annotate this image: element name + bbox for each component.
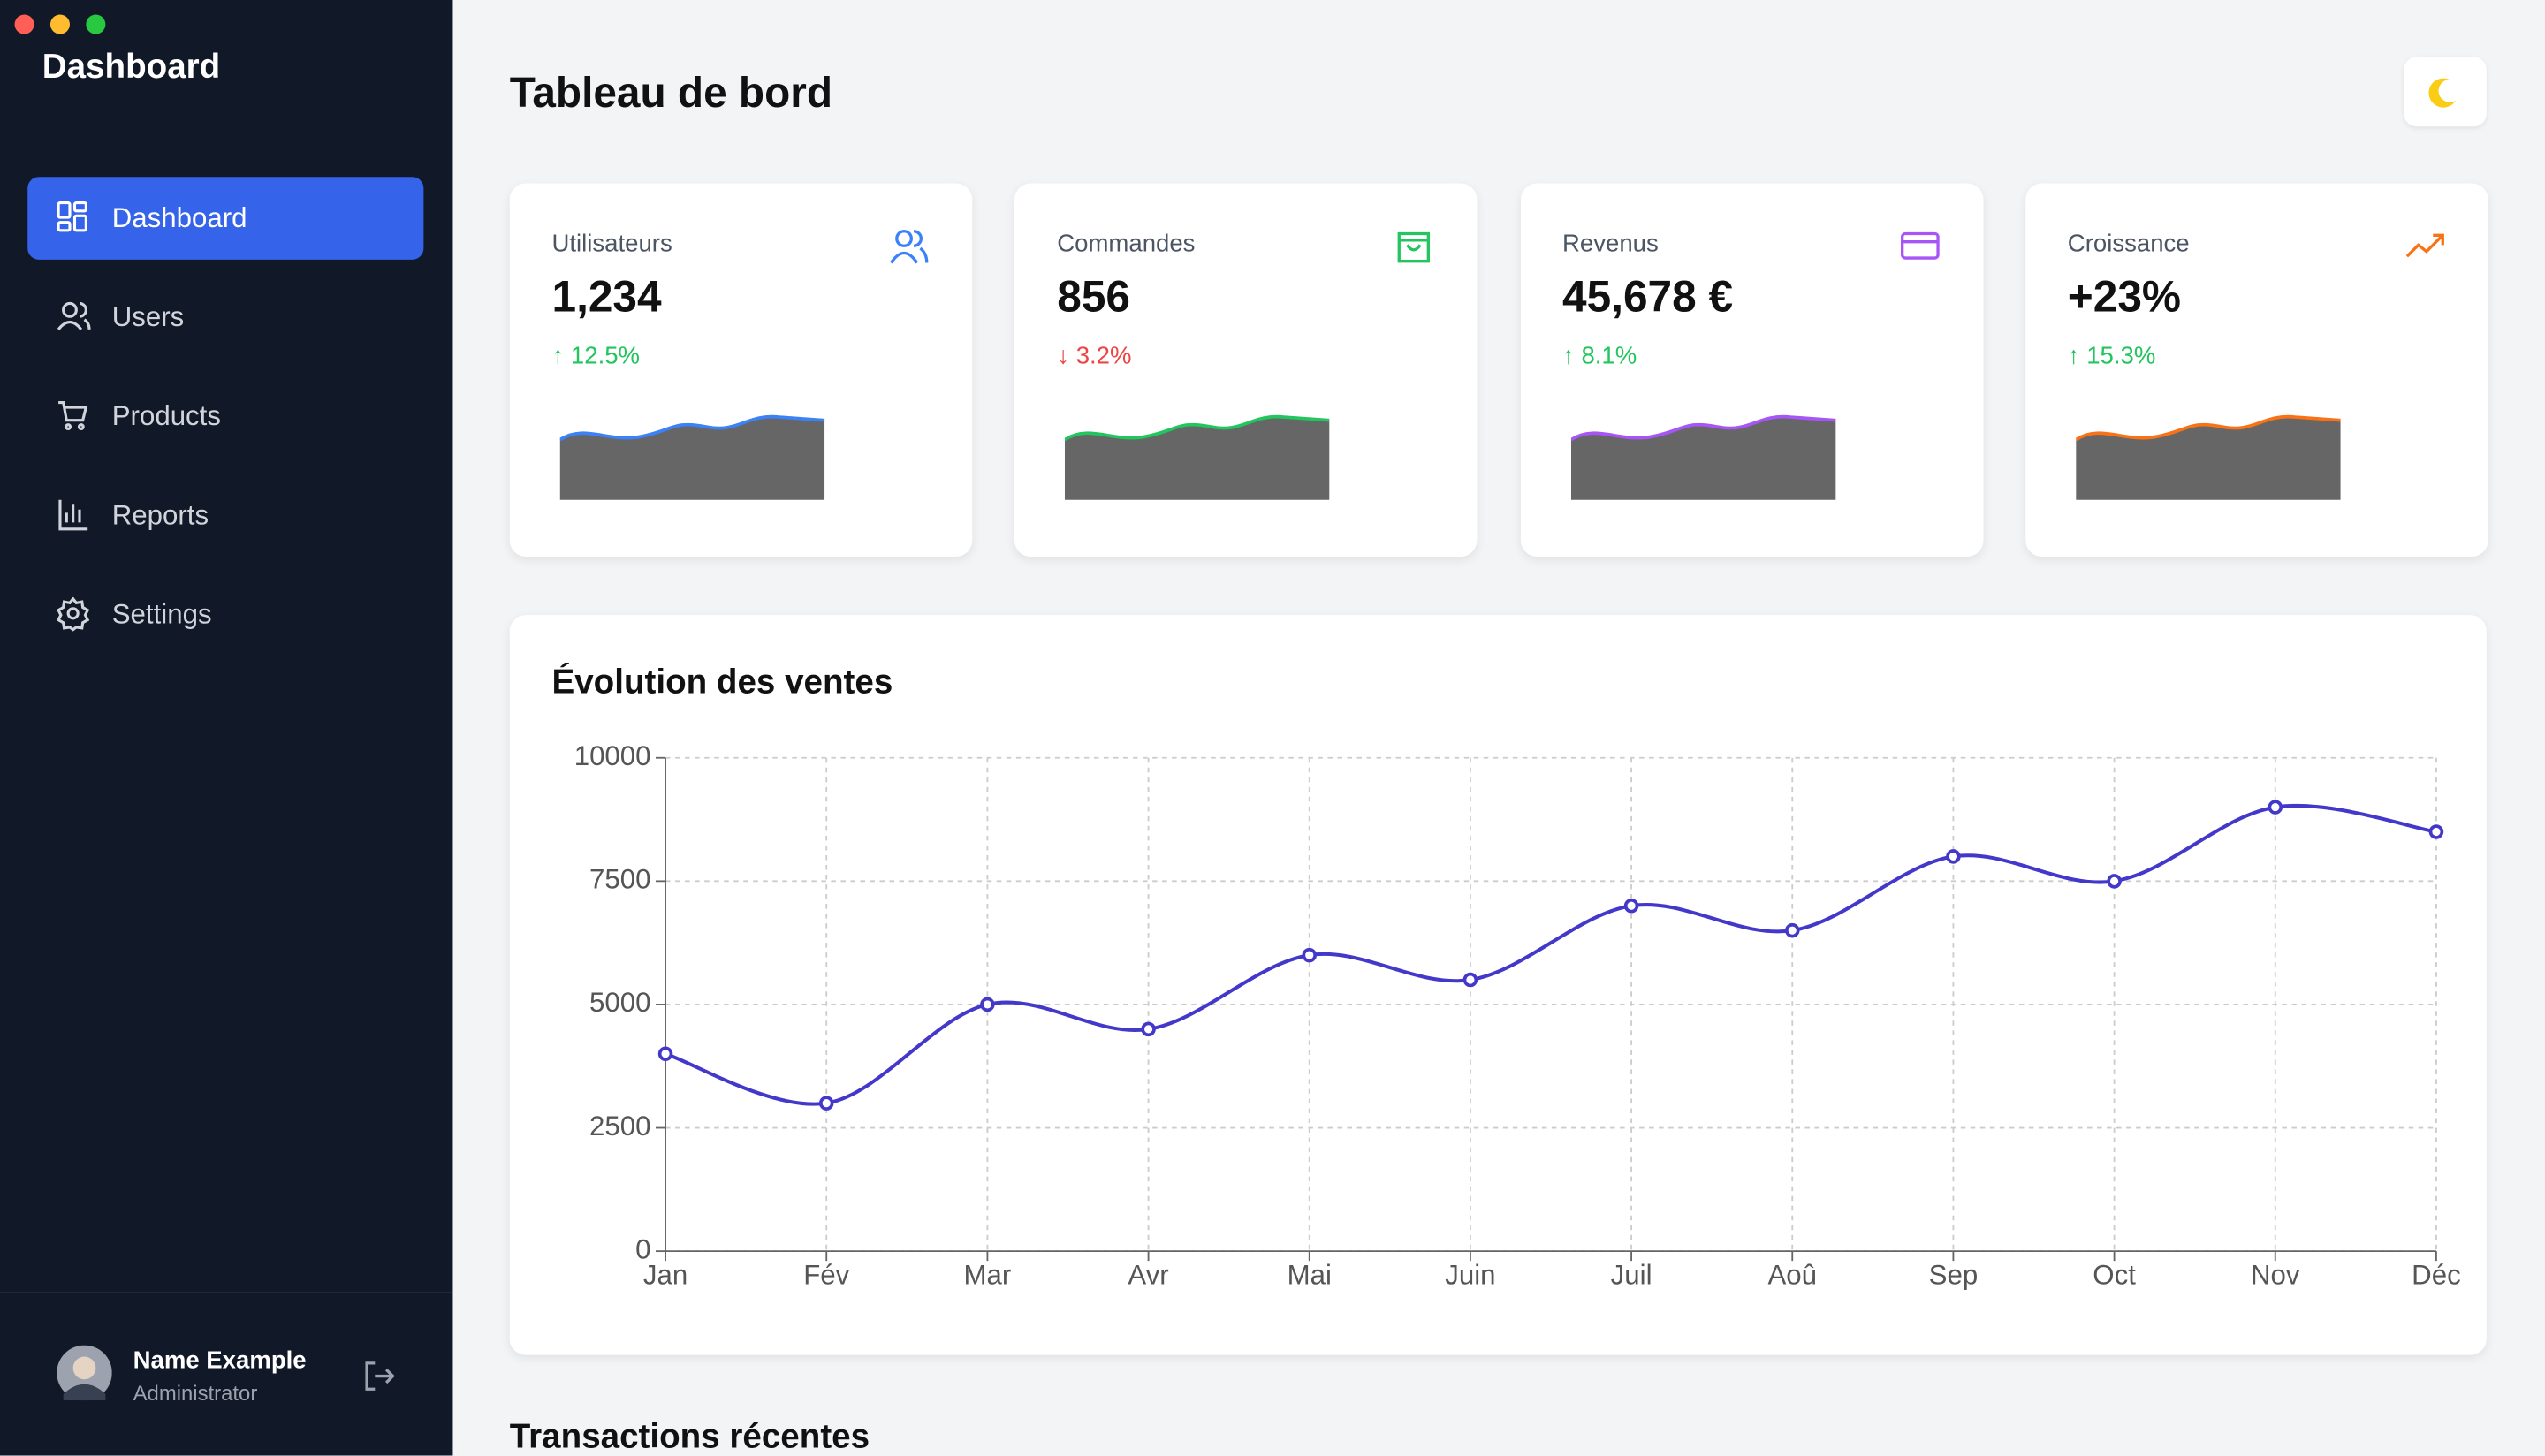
y-tick-label: 5000 xyxy=(589,987,650,1018)
nav-label: Settings xyxy=(111,598,212,630)
stat-value: 856 xyxy=(1057,272,1131,322)
point xyxy=(657,1046,673,1062)
chart-title: Évolution des ventes xyxy=(551,664,893,701)
stat-icon xyxy=(2405,233,2444,258)
x-tick-label: Avr xyxy=(1128,1260,1168,1291)
section-title: Transactions récentes xyxy=(509,1418,870,1456)
user-name: Name Example xyxy=(133,1346,307,1375)
nav-item[interactable]: Users xyxy=(27,276,423,359)
stat-card: Commandes 856 ↓ 3.2% xyxy=(1014,183,1478,557)
x-tick-label: Juil xyxy=(1611,1260,1652,1291)
x-tick-label: Fév xyxy=(803,1260,849,1291)
close-button[interactable] xyxy=(14,14,34,34)
logout-button[interactable] xyxy=(361,1358,396,1393)
user-role: Administrator xyxy=(133,1381,258,1406)
stat-value: +23% xyxy=(2067,272,2182,322)
chart-card: Évolution des ventes xyxy=(509,615,2487,1355)
nav-icon xyxy=(58,400,88,431)
zoom-button[interactable] xyxy=(86,14,106,34)
sparkline xyxy=(2075,414,2341,500)
stat-change: ↓ 3.2% xyxy=(1057,342,1132,370)
x-tick-label: Mar xyxy=(964,1260,1012,1291)
stat-change: ↑ 8.1% xyxy=(1562,342,1637,370)
moon-icon xyxy=(2428,78,2456,108)
x-tick-label: Mai xyxy=(1288,1260,1332,1291)
nav-icon xyxy=(57,596,90,632)
point xyxy=(1302,947,1318,963)
stat-icon xyxy=(889,230,929,264)
page-title: Tableau de bord xyxy=(509,68,833,118)
x-tick-label: Nov xyxy=(2251,1260,2300,1291)
brand: Dashboard xyxy=(42,49,221,87)
nav-item[interactable]: Reports xyxy=(27,474,423,557)
x-tick-label: Juin xyxy=(1445,1260,1495,1291)
nav-label: Dashboard xyxy=(111,202,247,234)
stat-card: Utilisateurs 1,234 ↑ 12.5% xyxy=(509,183,973,557)
stat-card: Revenus 45,678 € ↑ 8.1% xyxy=(1520,183,1983,557)
y-tick-label: 10000 xyxy=(574,740,651,771)
stat-title: Revenus xyxy=(1562,230,1659,259)
y-tick-label: 2500 xyxy=(589,1111,650,1141)
stat-icon xyxy=(1900,231,1939,260)
point xyxy=(1784,922,1800,938)
nav-icon xyxy=(57,201,87,232)
minimize-button[interactable] xyxy=(49,14,70,34)
line xyxy=(665,803,2437,1106)
point xyxy=(980,997,995,1012)
x-tick-label: Déc xyxy=(2412,1260,2461,1291)
sparkline xyxy=(1570,414,1835,500)
stat-change: ↑ 12.5% xyxy=(551,342,641,370)
stat-icon xyxy=(1398,231,1431,263)
x-tick-label: Sep xyxy=(1929,1260,1979,1291)
point xyxy=(1623,899,1639,914)
sparkline xyxy=(1065,414,1330,500)
nav-label: Products xyxy=(111,400,221,432)
stat-value: 1,234 xyxy=(551,272,662,322)
stat-title: Commandes xyxy=(1057,230,1196,259)
sidebar: Dashboard Dashboard Users Products Reports S… xyxy=(0,0,453,1456)
stat-title: Croissance xyxy=(2067,230,2190,259)
nav-label: Users xyxy=(111,301,185,333)
point xyxy=(1141,1021,1156,1037)
nav-label: Reports xyxy=(111,499,209,531)
stat-title: Utilisateurs xyxy=(551,230,672,259)
stat-card: Croissance +23% ↑ 15.3% xyxy=(2025,183,2488,557)
point xyxy=(1946,849,1961,864)
x-tick-label: Jan xyxy=(643,1260,688,1291)
point xyxy=(2428,824,2444,839)
x-tick-label: Aoû xyxy=(1767,1260,1817,1291)
point xyxy=(1462,972,1478,988)
theme-toggle[interactable] xyxy=(2404,57,2487,127)
divider xyxy=(0,1292,453,1293)
nav-item[interactable]: Products xyxy=(27,375,423,458)
nav-icon xyxy=(57,301,91,330)
point xyxy=(2107,874,2122,889)
avatar xyxy=(57,1345,112,1401)
stat-value: 45,678 € xyxy=(1562,272,1734,322)
x-tick-label: Oct xyxy=(2093,1260,2136,1291)
point xyxy=(818,1096,834,1111)
sparkline xyxy=(559,414,825,500)
stat-change: ↑ 15.3% xyxy=(2067,342,2156,370)
y-tick-label: 7500 xyxy=(589,864,650,895)
nav-item[interactable]: Dashboard xyxy=(27,177,424,260)
point xyxy=(2268,800,2283,815)
y-tick-label: 0 xyxy=(635,1233,650,1264)
nav-icon xyxy=(58,499,88,531)
nav-item[interactable]: Settings xyxy=(27,573,423,656)
